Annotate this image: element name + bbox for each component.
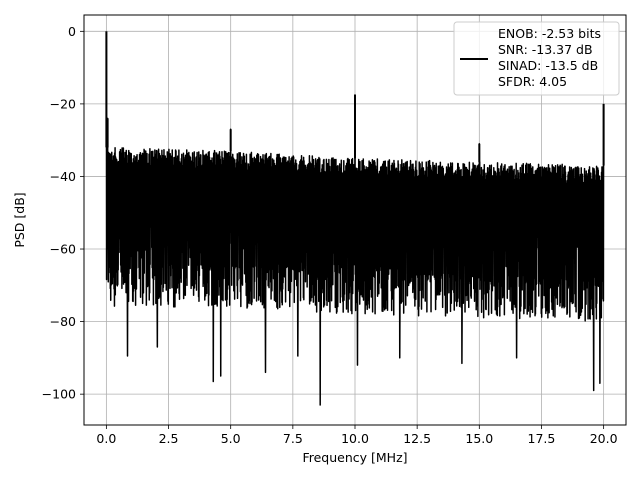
series-layer [105,31,605,406]
plot-area [105,31,605,406]
legend-box [453,21,620,96]
x-axis: 0.0 2.5 5.0 7.5 10.0 12.5 15.0 17.5 20.0 [96,425,618,446]
psd-series-line [105,31,605,406]
y-tick-label: −40 [50,169,76,184]
legend-text-sfdr: SFDR: 4.05 [498,74,567,89]
x-tick-label: 12.5 [403,431,431,446]
y-tick-label: −20 [50,96,76,111]
x-tick-label: 10.0 [341,431,369,446]
y-tick-label: −60 [50,242,76,257]
legend-text-sinad: SINAD: -13.5 dB [498,58,598,73]
y-axis-label: PSD [dB] [12,192,27,247]
y-tick-label: −100 [42,387,76,402]
legend-text-snr: SNR: -13.37 dB [498,42,593,57]
y-axis: 0 −20 −40 −60 −80 −100 [42,24,84,402]
x-tick-label: 7.5 [283,431,303,446]
x-tick-label: 2.5 [159,431,179,446]
x-axis-label: Frequency [MHz] [302,450,407,465]
x-tick-label: 0.0 [96,431,116,446]
legend: ENOB: -2.53 bits SNR: -13.37 dB SINAD: -… [453,21,620,96]
legend-text-enob: ENOB: -2.53 bits [498,26,601,41]
x-tick-label: 17.5 [528,431,556,446]
x-tick-label: 20.0 [590,431,618,446]
x-tick-label: 5.0 [221,431,241,446]
y-tick-label: −80 [50,314,76,329]
y-tick-label: 0 [68,24,76,39]
x-tick-label: 15.0 [465,431,493,446]
